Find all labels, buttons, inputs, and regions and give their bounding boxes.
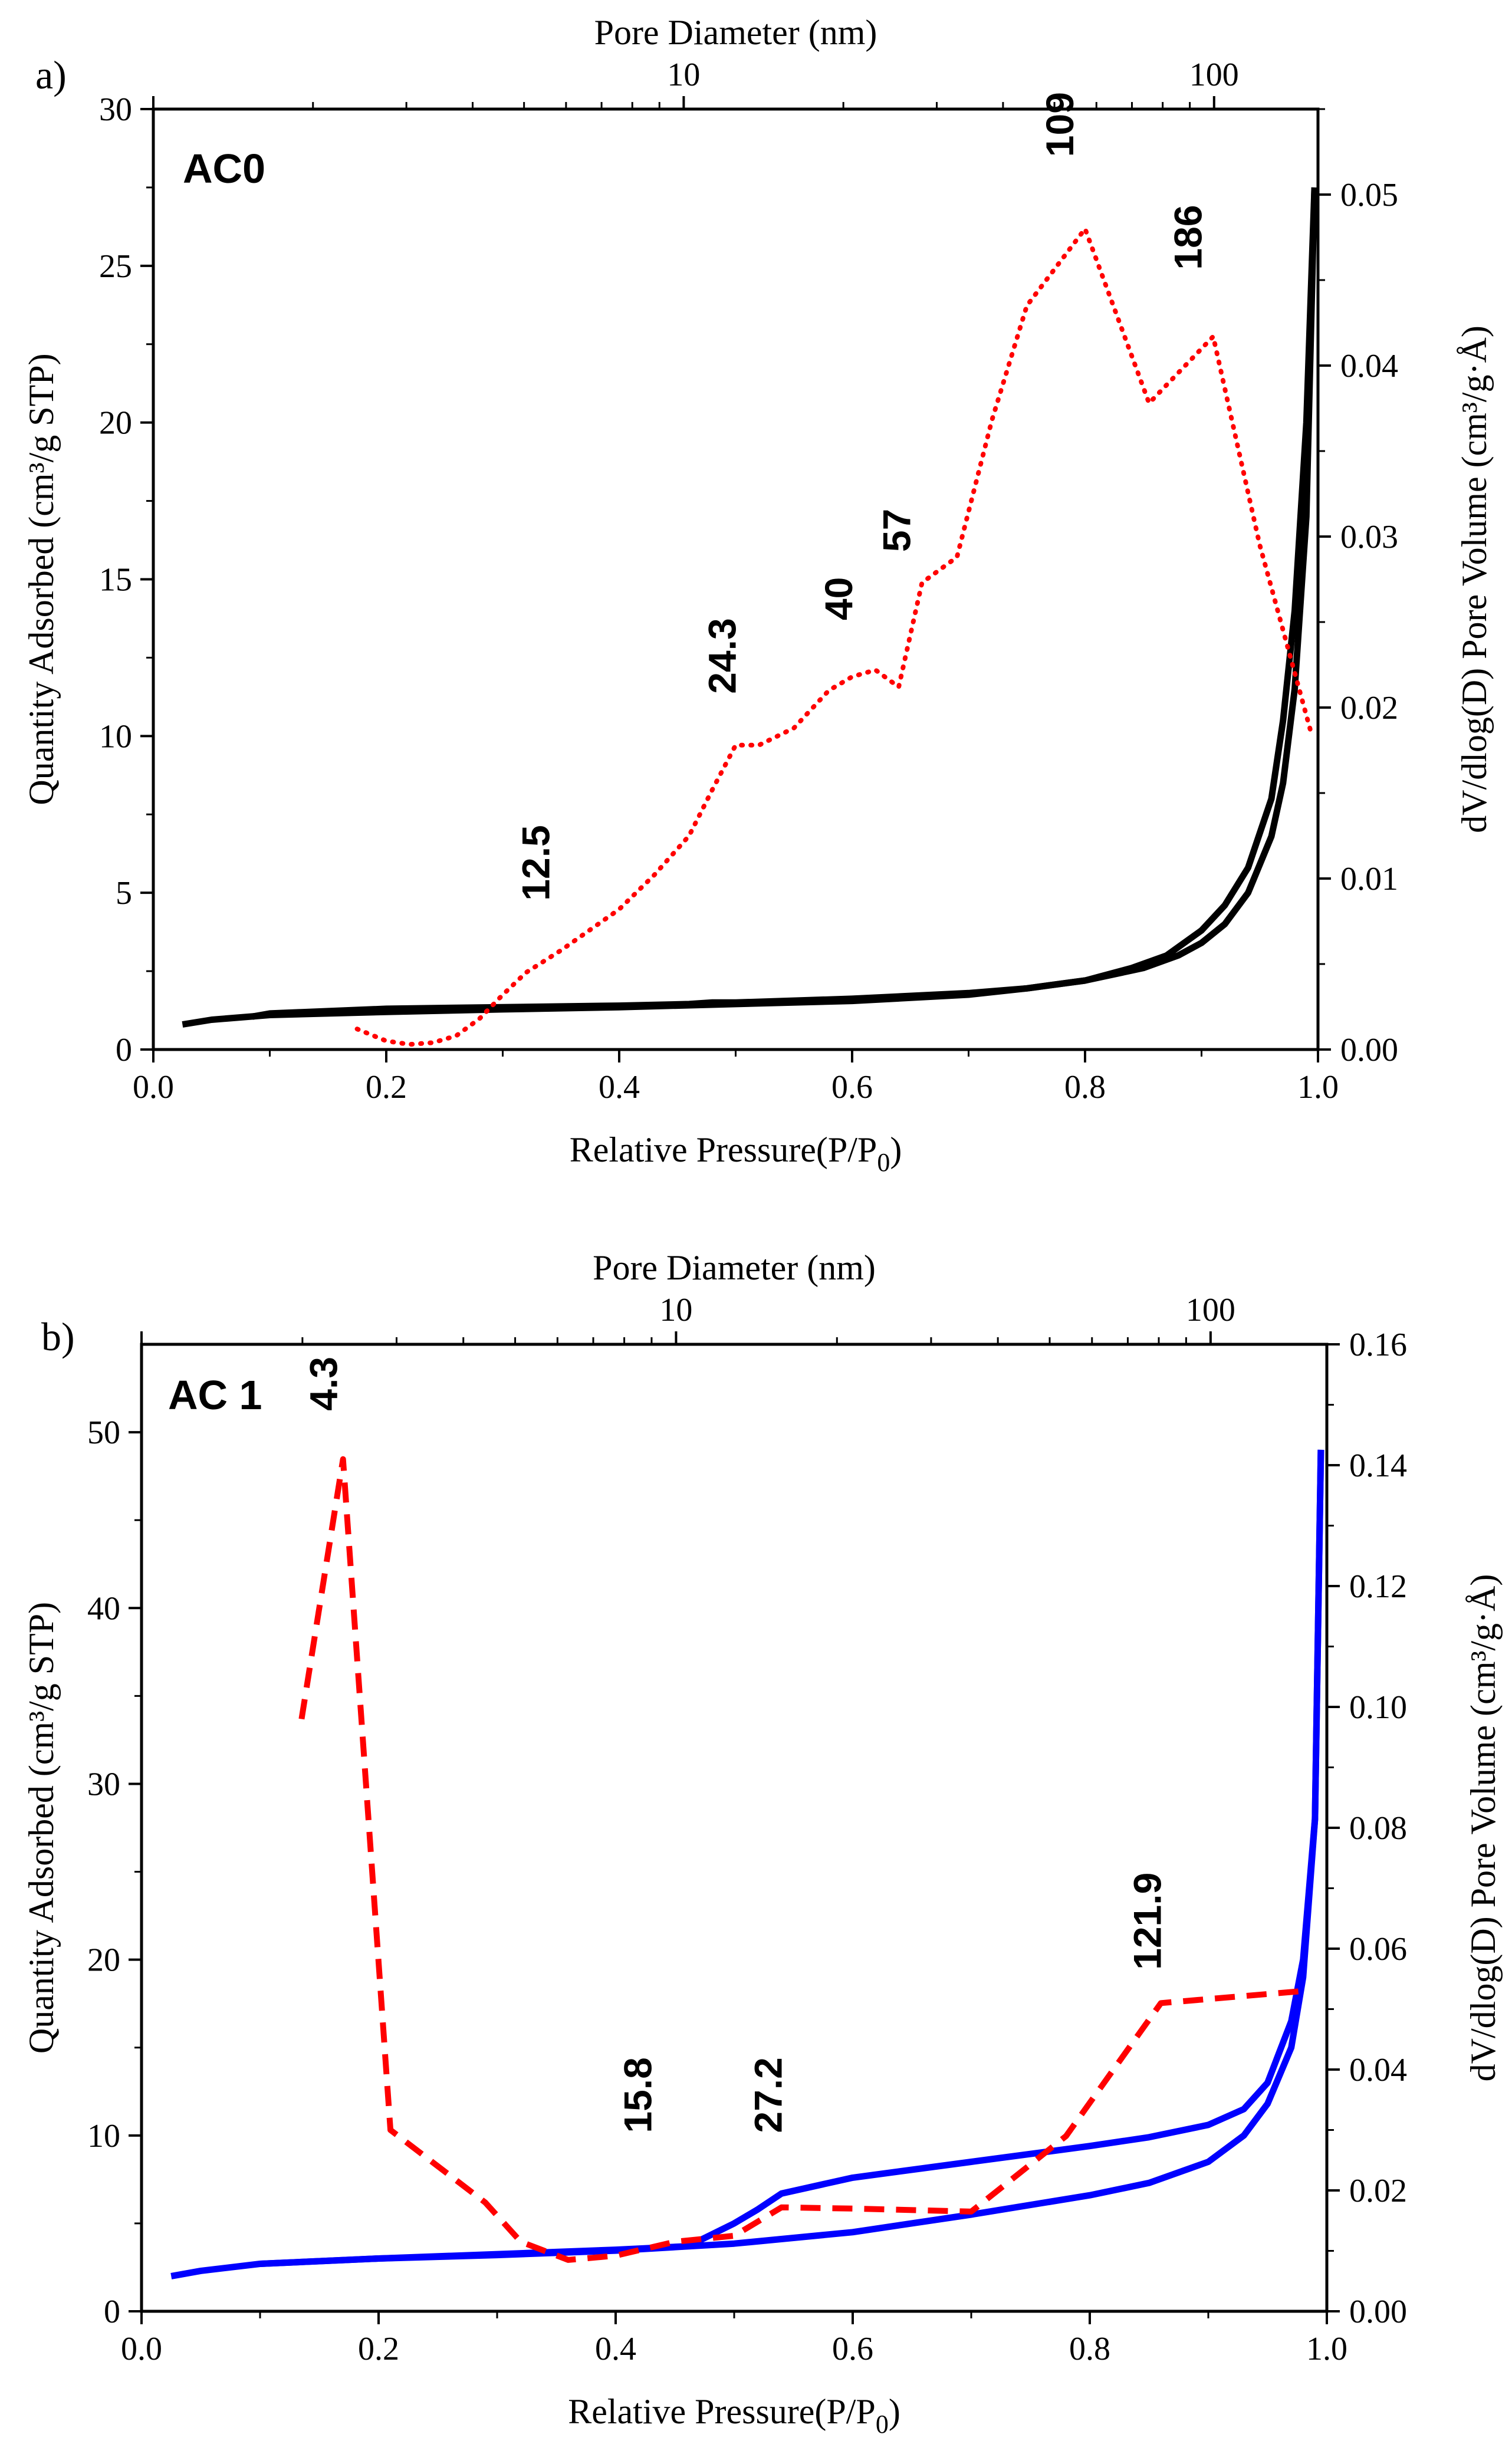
panel-b: 0.0 0.2 0.4 0.6 0.8 1.0 0 10 20 30 40 50 0.00 0.02 0.0…: [22, 1248, 1503, 2439]
peak-label: 27.2: [746, 2057, 790, 2133]
top-axis-title: Pore Diameter (nm): [593, 1248, 876, 1287]
y-right-tick-label: 0.04: [1340, 348, 1398, 384]
y-right-tick-label: 0.00: [1349, 2294, 1407, 2330]
y-tick-label: 20: [99, 405, 132, 442]
y-axis-title: Quantity Adsorbed (cm³/g STP): [22, 1602, 61, 2054]
series-pore-size-distribution-line: [354, 226, 1315, 1047]
y-tick-label: 5: [116, 875, 132, 912]
peak-label: 40: [817, 577, 860, 620]
x-axis-title: Relative Pressure(P/P0): [568, 2392, 900, 2439]
x-axis-title-main: Relative Pressure(P/P: [570, 1130, 877, 1169]
top-tick-label: 100: [1186, 1292, 1235, 1328]
y-right-tick-label: 0.03: [1340, 519, 1398, 555]
y-tick-label: 30: [99, 91, 132, 128]
peak-label: 109: [1038, 92, 1082, 157]
x-axis-title-close: ): [890, 1130, 902, 1169]
x-tick-label: 0.4: [599, 1069, 640, 1106]
y-axis-title: Quantity Adsorbed (cm³/g STP): [22, 353, 61, 805]
y-right-tick-label: 0.08: [1349, 1810, 1407, 1847]
x-tick-label: 0.2: [366, 1069, 407, 1106]
sample-label: AC0: [183, 146, 265, 192]
y-tick-label: 0: [104, 2294, 120, 2330]
y-tick-label: 20: [87, 1942, 120, 1979]
y-tick-label: 15: [99, 562, 132, 598]
x-axis-title: Relative Pressure(P/P0): [570, 1130, 902, 1177]
y-tick-label: 10: [87, 2118, 120, 2154]
series-pore-size-distribution-line: [298, 1456, 1304, 2263]
x-tick-label: 0.0: [133, 1069, 174, 1106]
x-tick-label: 0.4: [595, 2331, 636, 2367]
peak-label: 121.9: [1126, 1873, 1169, 1970]
x-axis-title-subscript: 0: [876, 2410, 889, 2439]
x-tick-label: 1.0: [1306, 2331, 1347, 2367]
peak-label: 24.3: [701, 618, 744, 693]
y-right-tick-label: 0.01: [1340, 861, 1398, 897]
peak-label: 186: [1166, 205, 1210, 269]
peak-label: 12.5: [514, 825, 558, 900]
y-tick-label: 10: [99, 718, 132, 755]
y-tick-label: 25: [99, 248, 132, 285]
y-right-tick-label: 0.16: [1349, 1327, 1407, 1363]
x-tick-label: 0.8: [1069, 2331, 1110, 2367]
peak-label: 4.3: [302, 1357, 346, 1411]
plot-frame: [152, 107, 1320, 1051]
y-right-tick-label: 0.04: [1349, 2052, 1407, 2088]
y-tick-label: 30: [87, 1766, 120, 1802]
peak-label: 57: [875, 509, 919, 552]
y-right-tick-label: 0.10: [1349, 1689, 1407, 1726]
series-adsorption-line: [170, 1449, 1324, 2279]
y-right-tick-label: 0.14: [1349, 1448, 1407, 1484]
y-right-axis-title: dV/dlog(D) Pore Volume (cm³/g·Å): [1464, 1574, 1503, 2082]
top-tick-label: 100: [1189, 57, 1239, 93]
panel-label: b): [41, 1314, 75, 1359]
peak-label: 15.8: [616, 2057, 659, 2133]
panel-a: 0.0 0.2 0.4 0.6 0.8 1.0 0 5 10 15 20 25 30 0.00 0.01 0.…: [22, 13, 1494, 1177]
series-desorption-line: [251, 187, 1318, 1020]
top-axis-title: Pore Diameter (nm): [594, 13, 877, 52]
panel-label: a): [35, 52, 67, 97]
series-desorption-line: [259, 1449, 1324, 2267]
y-right-tick-label: 0.02: [1349, 2173, 1407, 2209]
x-tick-label: 0.6: [831, 1069, 873, 1106]
x-tick-label: 0.2: [358, 2331, 399, 2367]
y-right-tick-label: 0.06: [1349, 1931, 1407, 1968]
x-axis-title-main: Relative Pressure(P/P: [568, 2392, 876, 2431]
x-tick-label: 1.0: [1297, 1069, 1339, 1106]
y-right-tick-label: 0.02: [1340, 690, 1398, 726]
x-tick-label: 0.0: [121, 2331, 162, 2367]
x-axis-title-subscript: 0: [877, 1148, 890, 1177]
y-tick-label: 50: [87, 1414, 120, 1451]
y-tick-label: 40: [87, 1590, 120, 1627]
x-axis-title-close: ): [889, 2392, 900, 2431]
plot-frame: [140, 1343, 1329, 2313]
top-tick-label: 10: [667, 57, 700, 93]
y-tick-label: 0: [116, 1032, 132, 1068]
series-adsorption-line: [182, 187, 1318, 1028]
y-right-tick-label: 0.00: [1340, 1032, 1398, 1068]
x-tick-label: 0.8: [1064, 1069, 1106, 1106]
x-tick-label: 0.6: [832, 2331, 873, 2367]
y-right-axis-title: dV/dlog(D) Pore Volume (cm³/g·Å): [1455, 325, 1494, 833]
top-tick-label: 10: [659, 1292, 692, 1328]
sample-label: AC 1: [168, 1372, 262, 1418]
y-right-tick-label: 0.05: [1340, 177, 1398, 213]
y-right-tick-label: 0.12: [1349, 1568, 1407, 1605]
